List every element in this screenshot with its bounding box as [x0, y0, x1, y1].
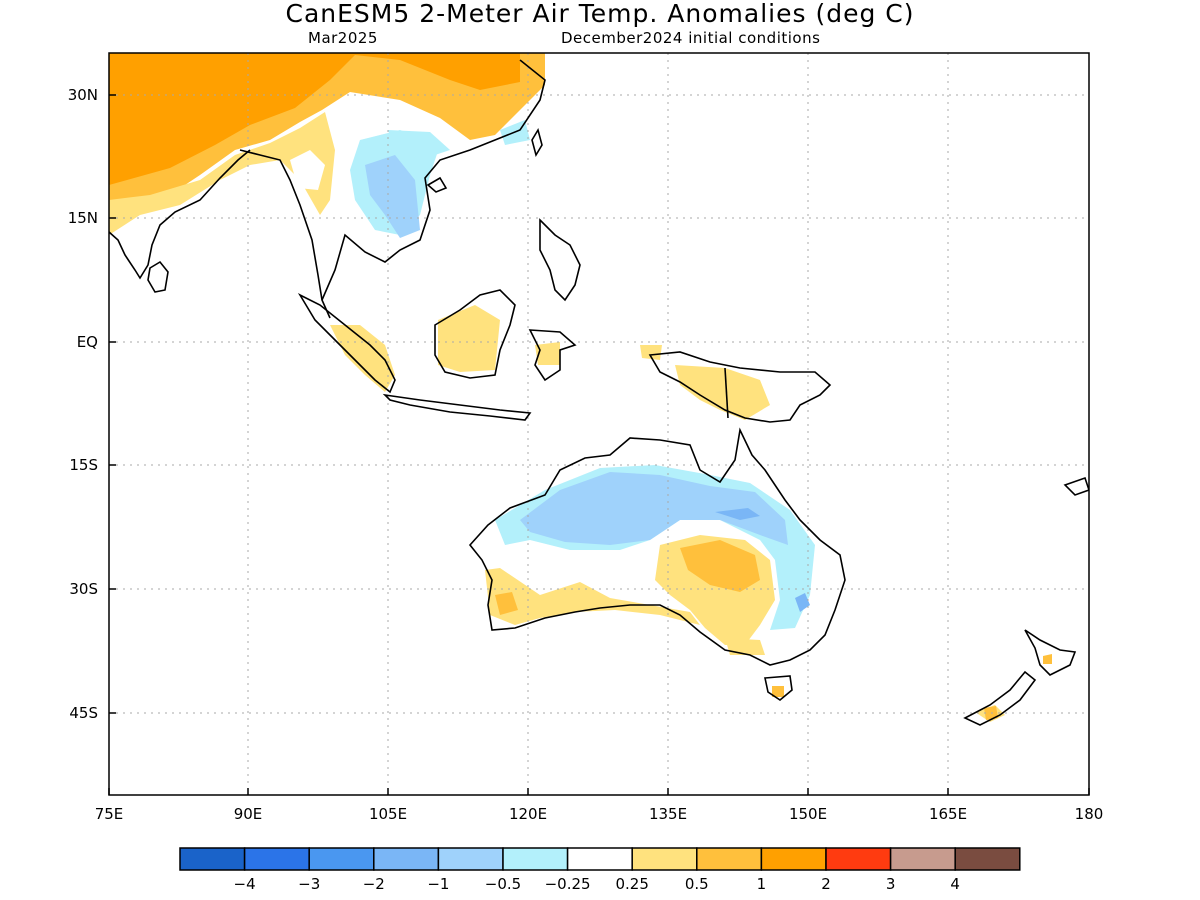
asia-deep-orange-region [109, 53, 520, 185]
queensland-cool-spot [795, 593, 810, 612]
lon-label: 180 [1075, 805, 1104, 823]
legend-label: −4 [234, 875, 256, 893]
legend-swatch [502, 847, 569, 871]
sulawesi-yellow-region [535, 342, 560, 365]
south-china-cool-region [388, 130, 450, 160]
chart-title: CanESM5 2-Meter Air Temp. Anomalies (deg… [285, 0, 915, 28]
legend-swatch [631, 847, 698, 871]
legend-swatch [437, 847, 504, 871]
png-border [724, 367, 729, 419]
map-frame [108, 52, 1090, 796]
lat-label: 30S [69, 580, 98, 598]
asia-yellow-region [109, 112, 335, 235]
legend-swatch [889, 847, 956, 871]
coastlines [109, 59, 1089, 726]
legend-label: −3 [298, 875, 320, 893]
nz-north-orange-spot [1043, 654, 1052, 664]
sri-lanka [147, 260, 169, 293]
india-white-region [109, 212, 175, 290]
hainan [426, 176, 448, 193]
sw-australia-yellow-region [485, 568, 700, 625]
new-zealand-north [1024, 629, 1077, 676]
legend-swatch [179, 847, 246, 871]
legend-label: −0.5 [485, 875, 521, 893]
legend-label: 2 [821, 875, 831, 893]
latitude-labels: 30N 15N EQ 15S 30S 45S [68, 86, 98, 722]
legend-swatch [954, 847, 1021, 871]
indochina-coast [321, 59, 546, 301]
lat-label: 30N [68, 86, 98, 104]
longitude-labels: 75E 90E 105E 120E 135E 150E 165E 180 [95, 805, 1104, 823]
valid-month-label: Mar2025 [308, 29, 378, 47]
australia-coast [468, 427, 846, 666]
legend-swatch [696, 847, 763, 871]
legend-label: −1 [427, 875, 449, 893]
grid-lines [109, 53, 1089, 795]
new-guinea [648, 351, 832, 423]
new-zealand-south [963, 670, 1037, 726]
legend-label: 0.5 [685, 875, 709, 893]
borneo [434, 289, 516, 379]
sumatra [297, 293, 396, 394]
lon-label: 150E [789, 805, 827, 823]
legend-label: 4 [950, 875, 960, 893]
australia-coldest-spot [715, 508, 760, 520]
taiwan [531, 127, 543, 158]
legend-swatch [373, 847, 440, 871]
lat-label: 15N [68, 209, 98, 227]
legend-swatch [566, 847, 633, 871]
initial-conditions-label: December2024 initial conditions [561, 29, 821, 47]
legend-swatch [825, 847, 892, 871]
legend-swatch [243, 847, 310, 871]
java [382, 393, 532, 421]
tasmania-orange-spot [772, 686, 784, 697]
legend-label: 1 [757, 875, 767, 893]
sw-australia-orange-spot [495, 592, 518, 615]
se-australia-yellow-region [725, 638, 765, 655]
legend-label: 3 [886, 875, 896, 893]
sumatra-yellow-region [330, 325, 395, 392]
axis-ticks [108, 94, 1090, 795]
india-coast [109, 149, 251, 280]
lon-label: 105E [369, 805, 407, 823]
lon-label: 165E [929, 805, 967, 823]
bay-of-bengal-coast [239, 149, 331, 319]
legend-swatch [760, 847, 827, 871]
lon-label: 135E [649, 805, 687, 823]
sulawesi [528, 329, 577, 382]
legend-swatches [179, 847, 1021, 871]
borneo-yellow-region [438, 305, 500, 372]
new-guinea-yellow-region [675, 365, 770, 420]
legend-label: −2 [363, 875, 385, 893]
lon-label: 90E [234, 805, 263, 823]
fiji-islands [1063, 476, 1089, 496]
legend-label: 0.25 [615, 875, 648, 893]
indochina-cooler-region [365, 155, 420, 238]
legend-swatch [308, 847, 375, 871]
seram-yellow-region [640, 345, 662, 360]
lat-label: 15S [69, 456, 98, 474]
legend-label: −0.25 [545, 875, 591, 893]
color-legend: −4 −3 −2 −1 −0.5 −0.25 0.25 0.5 1 2 3 4 [179, 847, 1021, 893]
australia-cooler-region [520, 472, 788, 545]
lon-label: 120E [509, 805, 547, 823]
legend-labels: −4 −3 −2 −1 −0.5 −0.25 0.25 0.5 1 2 3 4 [234, 875, 960, 893]
philippines [539, 218, 581, 302]
lat-label: 45S [69, 704, 98, 722]
anomaly-shading [109, 53, 1052, 722]
myanmar-white-region [290, 150, 325, 190]
lon-label: 75E [95, 805, 124, 823]
australia-orange-region [680, 540, 760, 592]
tasmania [764, 675, 793, 701]
lat-label: EQ [77, 333, 98, 351]
